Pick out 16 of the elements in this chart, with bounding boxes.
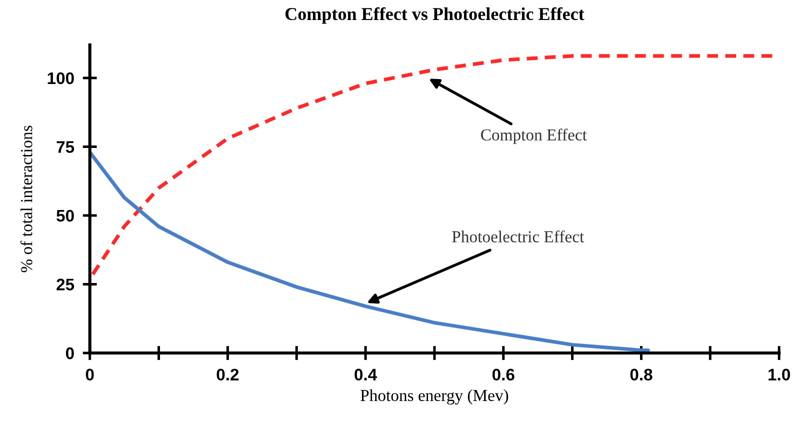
y-tick-label: 100 xyxy=(48,72,74,84)
chart-title: Compton Effect vs Photoelectric Effect xyxy=(285,7,584,24)
x-tick-label: 0.8 xyxy=(630,368,652,381)
y-tick-label: 75 xyxy=(56,141,74,153)
y-tick-label: 25 xyxy=(56,278,74,290)
x-tick-label: 0 xyxy=(86,368,94,381)
x-tick-label: 0.2 xyxy=(216,368,239,381)
y-axis-title: % of total interactions xyxy=(20,126,32,272)
y-tick-label: 0 xyxy=(66,347,74,360)
y-tick-label: 50 xyxy=(56,210,74,222)
x-tick-label: 0.6 xyxy=(492,368,514,381)
annotation: Compton Effect xyxy=(481,128,587,144)
annotation: Photoelectric Effect xyxy=(452,230,584,242)
x-tick-label: 0.4 xyxy=(354,368,378,381)
x-axis-title: Photons energy (Mev) xyxy=(360,389,508,405)
x-tick-label: 1.0 xyxy=(768,368,790,381)
